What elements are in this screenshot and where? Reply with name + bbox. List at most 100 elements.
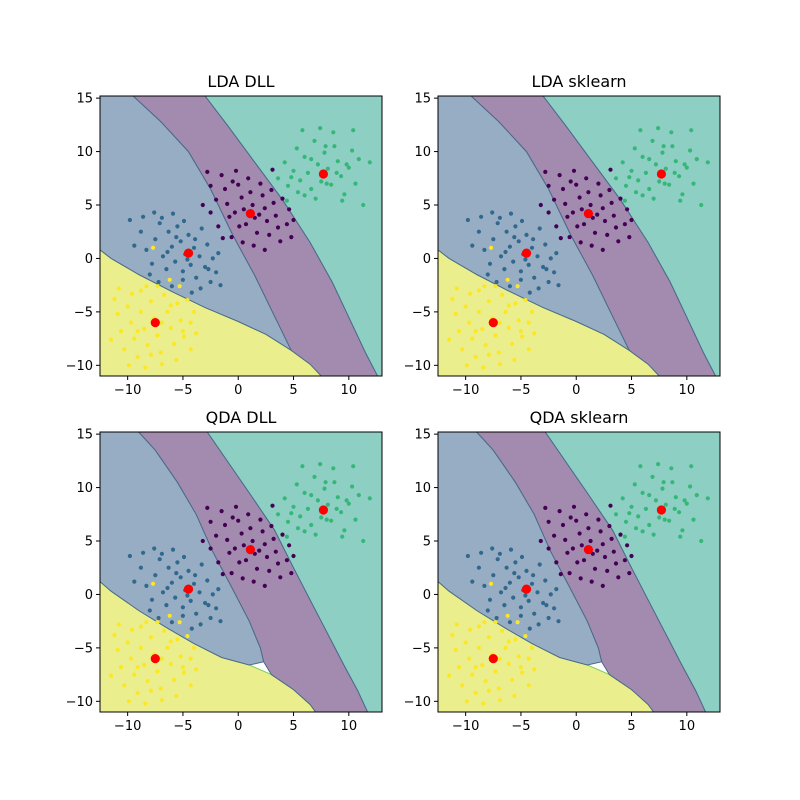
- data-point-class-3: [144, 620, 149, 625]
- data-point-class-0: [254, 230, 260, 235]
- data-point-class-0: [200, 538, 205, 544]
- data-point-class-1: [218, 283, 223, 288]
- data-point-class-0: [222, 522, 228, 528]
- data-point-class-0: [589, 579, 594, 584]
- data-point-class-2: [691, 181, 696, 186]
- data-point-class-2: [650, 474, 655, 479]
- data-point-class-1: [180, 613, 185, 618]
- data-point-class-1: [166, 229, 171, 234]
- data-point-class-1: [508, 211, 514, 216]
- data-point-class-2: [346, 501, 351, 506]
- data-point-class-2: [623, 519, 629, 524]
- data-point-class-0: [627, 571, 632, 576]
- data-point-class-3: [512, 693, 517, 699]
- data-point-class-0: [609, 536, 614, 542]
- data-point-class-0: [248, 526, 253, 531]
- data-point-class-0: [543, 505, 548, 510]
- data-point-class-0: [613, 225, 619, 230]
- data-point-class-3: [486, 688, 491, 693]
- data-point-class-1: [518, 605, 524, 610]
- data-point-class-2: [667, 518, 672, 523]
- subplot-3: −10 −5 0 5 10 −10 −5 0 5 10 15 QDA DLL: [66, 408, 383, 734]
- data-point-class-3: [506, 325, 511, 330]
- data-point-class-1: [186, 568, 191, 574]
- data-point-class-3: [180, 665, 185, 670]
- x-tick-label: 5: [289, 719, 297, 734]
- data-point-class-2: [638, 464, 643, 469]
- data-point-class-3: [135, 354, 140, 359]
- data-point-class-1: [548, 256, 553, 261]
- data-point-class-1: [491, 573, 496, 578]
- data-point-class-2: [638, 128, 643, 133]
- data-point-class-0: [552, 197, 557, 202]
- data-point-class-0: [588, 538, 593, 544]
- data-point-class-2: [315, 498, 320, 503]
- data-point-class-0: [260, 529, 265, 534]
- y-tick-label: 5: [423, 199, 431, 214]
- data-point-class-1: [556, 619, 561, 624]
- data-point-class-1: [175, 224, 180, 229]
- data-point-class-0: [271, 536, 276, 542]
- data-point-class-2: [298, 514, 303, 519]
- data-point-class-0: [592, 230, 598, 235]
- data-point-class-2: [627, 511, 632, 516]
- data-point-class-3: [181, 334, 187, 339]
- data-point-class-3: [148, 299, 153, 304]
- x-tick-label: 10: [679, 719, 696, 734]
- data-point-class-3: [497, 362, 502, 367]
- data-point-class-2: [622, 534, 628, 539]
- data-point-class-0: [233, 504, 239, 509]
- data-point-class-2: [622, 198, 628, 203]
- data-point-class-2: [667, 182, 672, 187]
- data-point-class-2: [305, 506, 310, 511]
- data-point-class-0: [554, 560, 559, 565]
- data-point-class-3: [188, 347, 193, 352]
- data-point-class-2: [331, 466, 336, 471]
- data-point-class-1: [174, 235, 179, 240]
- data-point-class-1: [132, 579, 137, 584]
- data-point-class-2: [300, 128, 305, 133]
- data-point-class-2: [694, 157, 699, 162]
- axes-frame: [437, 95, 721, 377]
- data-point-class-0: [596, 517, 601, 522]
- data-point-class-0: [600, 247, 605, 252]
- data-point-class-3: [509, 677, 515, 683]
- data-point-class-2: [670, 144, 675, 149]
- data-point-class-1: [487, 261, 493, 266]
- data-point-class-0: [264, 218, 270, 224]
- data-point-class-0: [257, 212, 262, 217]
- data-point-class-2: [294, 482, 299, 487]
- data-point-class-1: [498, 590, 504, 595]
- data-point-class-2: [636, 178, 641, 183]
- data-point-class-1: [519, 554, 525, 560]
- data-point-class-3: [194, 667, 199, 672]
- data-point-class-3: [138, 645, 143, 651]
- data-point-class-0: [579, 207, 584, 212]
- data-point-class-2: [312, 474, 317, 479]
- data-point-class-1: [198, 622, 203, 627]
- data-point-class-2: [651, 532, 656, 537]
- data-point-class-2: [282, 496, 287, 501]
- data-point-class-1: [554, 251, 559, 256]
- data-point-class-3: [464, 363, 469, 368]
- data-point-class-3: [162, 628, 167, 633]
- data-point-class-1: [157, 557, 162, 562]
- data-point-class-3: [177, 620, 182, 625]
- data-point-class-2: [678, 534, 683, 539]
- data-point-class-0: [625, 207, 630, 212]
- data-point-class-0: [629, 553, 634, 559]
- data-point-class-1: [487, 597, 493, 602]
- data-point-class-0: [602, 554, 608, 560]
- data-point-class-1: [174, 571, 179, 576]
- data-point-class-2: [309, 186, 314, 192]
- data-point-class-0: [264, 554, 270, 560]
- data-point-class-3: [142, 662, 147, 668]
- data-point-class-3: [532, 331, 537, 336]
- data-point-class-1: [508, 547, 514, 552]
- data-point-class-0: [240, 240, 245, 245]
- data-point-class-2: [342, 528, 347, 533]
- data-point-class-0: [575, 560, 580, 565]
- data-point-class-1: [476, 229, 481, 234]
- data-point-class-0: [581, 222, 587, 227]
